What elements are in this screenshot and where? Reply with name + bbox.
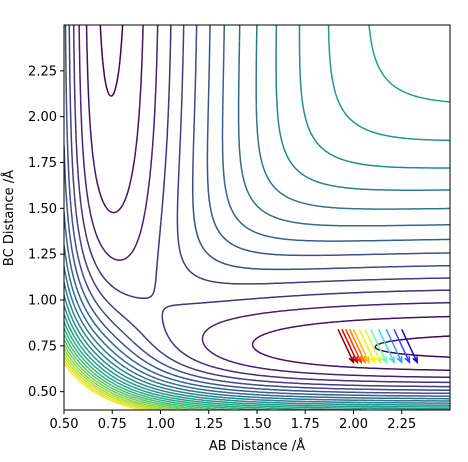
- x-axis-label: AB Distance /Å: [209, 438, 305, 454]
- x-tick-label: 1.75: [291, 417, 320, 432]
- x-axis-ticks: 0.50 0.75 1.00 1.25 1.50 1.75 2.00 2.25: [50, 410, 416, 432]
- contour-level: [64, 333, 234, 410]
- y-tick-label: 1.75: [28, 156, 57, 171]
- trajectory-arrow: [370, 329, 387, 363]
- contour-level: [64, 359, 149, 410]
- contour-level: [64, 25, 450, 391]
- trajectory-arrow-head: [389, 356, 395, 365]
- y-tick-label: 1.50: [28, 202, 57, 217]
- y-tick-label: 2.25: [28, 64, 57, 79]
- trajectory-arrow: [337, 329, 355, 363]
- contour-level: [72, 25, 450, 384]
- y-tick-label: 0.75: [28, 339, 57, 354]
- trajectory-arrow-head: [412, 356, 419, 365]
- x-tick-label: 0.75: [98, 417, 127, 432]
- contour-level: [64, 362, 142, 410]
- contour-level: [64, 25, 450, 404]
- trajectory-arrow: [358, 329, 376, 363]
- x-tick-label: 2.25: [387, 417, 416, 432]
- trajectory-arrow: [364, 329, 382, 363]
- contour-level: [64, 348, 178, 410]
- contour-level: [64, 343, 191, 410]
- trajectory-arrow-head: [396, 356, 403, 365]
- y-tick-label: 1.00: [28, 294, 57, 309]
- trajectory-arrow-head: [363, 356, 370, 365]
- trajectory-arrow: [341, 329, 359, 363]
- trajectory-arrow: [352, 329, 370, 363]
- y-tick-label: 2.00: [28, 110, 57, 125]
- contour-level: [64, 356, 157, 410]
- contour-level: [68, 25, 450, 388]
- trajectory-arrow-head: [381, 356, 388, 365]
- x-tick-label: 1.25: [194, 417, 223, 432]
- trajectory-arrow-head: [369, 356, 376, 365]
- trajectory-arrow: [377, 329, 395, 363]
- trajectory-arrow: [393, 329, 411, 363]
- trajectory-arrows: [337, 329, 419, 365]
- x-tick-label: 2.00: [339, 417, 368, 432]
- x-tick-label: 0.50: [50, 417, 79, 432]
- contour-level: [64, 25, 450, 410]
- contour-level: [64, 25, 450, 397]
- x-tick-label: 1.50: [243, 417, 272, 432]
- contour-level: [64, 25, 450, 400]
- trajectory-arrow: [348, 329, 366, 363]
- contour-level: [85, 25, 450, 371]
- contour-level: [64, 25, 450, 406]
- y-tick-label: 1.25: [28, 248, 57, 263]
- contour-level: [78, 25, 450, 379]
- trajectory-arrow-head: [375, 356, 382, 365]
- y-axis-label: BC Distance /Å: [1, 170, 17, 266]
- y-tick-label: 0.50: [28, 385, 57, 400]
- contour-level: [64, 352, 167, 410]
- x-tick-label: 1.00: [146, 417, 175, 432]
- contour-level: [64, 25, 450, 408]
- trajectory-arrow: [401, 329, 418, 363]
- contour-level: [99, 25, 450, 358]
- trajectory-arrow: [385, 329, 403, 363]
- trajectory-arrow: [345, 329, 362, 363]
- y-axis-ticks: 0.50 0.75 1.00 1.25 1.50 1.75 2.00 2.25: [28, 64, 64, 400]
- contour-level: [64, 25, 450, 395]
- contour-lines: [64, 25, 450, 410]
- contour-level: [64, 339, 209, 410]
- trajectory-arrow-head: [404, 356, 411, 365]
- contour-level: [64, 25, 450, 402]
